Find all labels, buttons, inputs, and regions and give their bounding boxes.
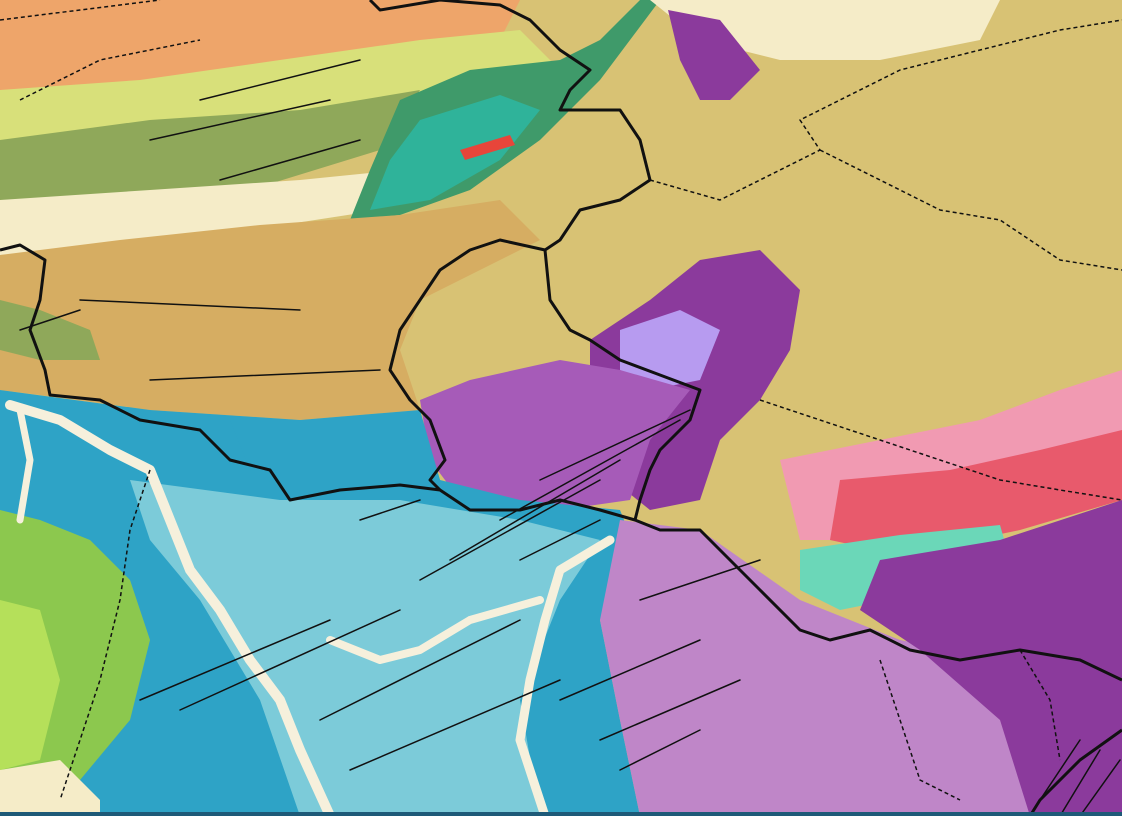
- national-boundary: [0, 243, 636, 522]
- lime-west-unit: [0, 600, 60, 770]
- blue-patch-unit: [230, 420, 440, 500]
- river: [326, 596, 544, 664]
- olive-patch-unit: [0, 300, 100, 360]
- river: [16, 406, 34, 524]
- olive-green-unit: [0, 90, 420, 225]
- national-boundary: [388, 238, 546, 492]
- orange-upland-unit: [0, 0, 520, 100]
- fault-line: [1039, 739, 1121, 816]
- purple-south-unit: [600, 520, 1122, 816]
- fault-line: [19, 59, 381, 381]
- red-unit: [460, 135, 515, 160]
- rose-unit: [830, 430, 1122, 555]
- cream-corner-unit: [0, 760, 100, 816]
- fault-lines: [19, 59, 1121, 816]
- cream-band-unit: [0, 170, 400, 255]
- purple-dark-southeast-unit: [860, 500, 1122, 816]
- blue-light-unit: [130, 480, 600, 816]
- river: [515, 535, 615, 816]
- river: [5, 400, 335, 816]
- purple-midband-unit: [420, 360, 690, 510]
- national-boundary: [368, 0, 1122, 682]
- purple-dark-north-unit: [668, 10, 760, 100]
- bottom-bar: [0, 812, 1122, 816]
- rivers: [5, 400, 615, 816]
- fault-line: [139, 409, 691, 771]
- national-boundary: [1028, 728, 1122, 816]
- ochre-unit: [0, 200, 540, 420]
- fault-line: [359, 499, 761, 771]
- teal-unit: [370, 95, 540, 210]
